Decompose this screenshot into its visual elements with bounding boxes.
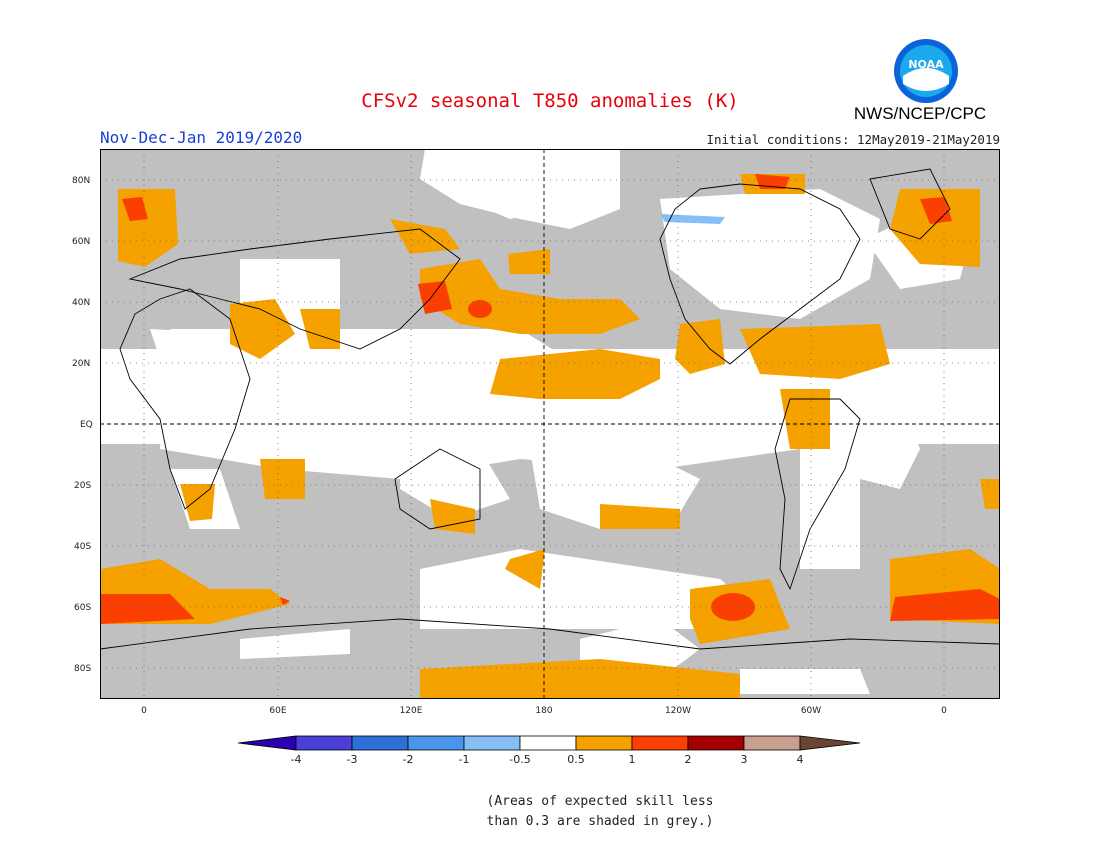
graticule (100, 149, 1000, 699)
coastlines (100, 168, 1000, 650)
lat-label-20s: 20S (74, 481, 92, 491)
lon-label-60w: 60W (800, 706, 822, 716)
colorbar-cell (631, 735, 689, 751)
colorbar-cell (351, 735, 409, 751)
agency-label: NWS/NCEP/CPC (853, 104, 987, 123)
lon-label-0-east: 0 (941, 706, 947, 716)
colorbar-arrow-low (238, 735, 297, 751)
season-label: Nov-Dec-Jan 2019/2020 (100, 128, 303, 147)
skill-note-line-1: (Areas of expected skill less (486, 794, 714, 809)
colorbar-cell (743, 735, 801, 751)
lat-label-eq: EQ (80, 420, 93, 430)
lat-label-20n: 20N (72, 359, 91, 369)
skill-note-line-2: than 0.3 are shaded in grey.) (486, 814, 714, 829)
anomaly-strong-regions (100, 174, 1000, 624)
chart-title: CFSv2 seasonal T850 anomalies (K) (361, 90, 739, 112)
anomaly-map (100, 149, 1000, 699)
lat-label-80s: 80S (74, 664, 92, 674)
colorbar-label: -0.5 (509, 753, 531, 766)
lon-label-120e: 120E (399, 706, 423, 716)
lat-label-40n: 40N (72, 298, 91, 308)
lat-label-40s: 40S (74, 542, 92, 552)
colorbar-cell (463, 735, 521, 751)
colorbar-label: -1 (458, 753, 470, 766)
colorbar-arrow-high (799, 735, 861, 751)
colorbar-label: 0.5 (567, 753, 585, 766)
colorbar-cell (575, 735, 633, 751)
skill-note: (Areas of expected skill less than 0.3 a… (420, 792, 780, 832)
colorbar-cell (407, 735, 465, 751)
noaa-logo: NOAA (893, 38, 959, 104)
lat-label-60s: 60S (74, 603, 92, 613)
colorbar-label: -2 (402, 753, 414, 766)
colorbar-label: 1 (628, 753, 636, 766)
colorbar-label: 4 (796, 753, 804, 766)
lon-label-120w: 120W (664, 706, 692, 716)
colorbar-cell (295, 735, 353, 751)
colorbar (238, 735, 861, 751)
colorbar-label: 2 (684, 753, 692, 766)
initial-conditions-label: Initial conditions: 12May2019-21May2019 (706, 132, 1001, 147)
lon-label-0: 0 (141, 706, 147, 716)
colorbar-label: -3 (346, 753, 358, 766)
equator-dateline (100, 149, 1000, 699)
colorbar-label: 3 (740, 753, 748, 766)
colorbar-label: -4 (290, 753, 302, 766)
colorbar-cell (687, 735, 745, 751)
lon-label-60e: 60E (269, 706, 287, 716)
lon-label-180: 180 (535, 706, 553, 716)
svg-text:NOAA: NOAA (908, 58, 944, 71)
lat-label-80n: 80N (72, 176, 91, 186)
anomaly-negative-regions (660, 214, 725, 224)
colorbar-cell (519, 735, 577, 751)
lat-label-60n: 60N (72, 237, 91, 247)
